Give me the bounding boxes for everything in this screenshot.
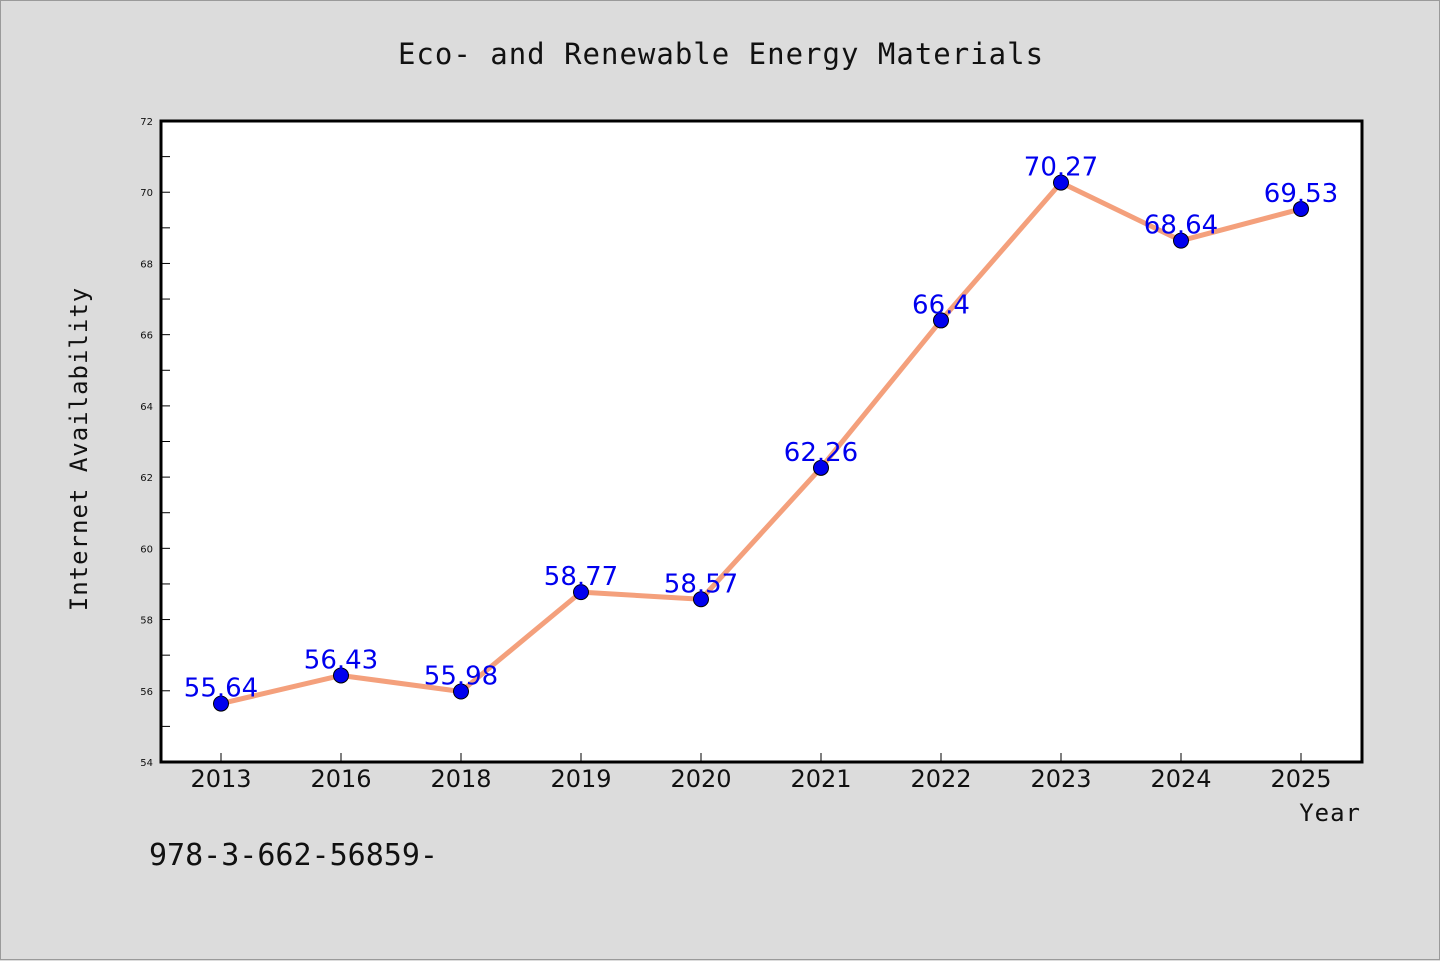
x-tick-label: 2020 <box>670 765 731 793</box>
y-tick-label: 54 <box>140 758 153 769</box>
series-markers <box>213 174 1309 712</box>
x-axis-title: Year <box>1299 799 1361 827</box>
data-label: 58.57 <box>664 569 738 599</box>
data-label: 56.43 <box>304 645 378 675</box>
data-label: 69.53 <box>1264 179 1338 209</box>
y-tick-label: 72 <box>140 117 153 128</box>
y-tick-label: 58 <box>140 616 153 627</box>
x-tick-label: 2019 <box>550 765 611 793</box>
data-labels: 55.64 56.43 55.98 58.77 58.57 62.26 66.4 70.27 6… <box>184 153 1338 704</box>
data-point <box>333 667 349 684</box>
data-point <box>1173 232 1189 249</box>
x-axis: 2013 2016 2018 2019 2020 2021 2022 2023 2024 2025 <box>190 753 1332 793</box>
data-point <box>453 683 469 700</box>
y-tick-label: 62 <box>140 473 153 484</box>
data-label: 68.64 <box>1144 211 1218 241</box>
y-axis: 54 56 58 60 62 64 66 68 70 72 <box>140 117 170 769</box>
data-label: 66.4 <box>912 290 970 320</box>
y-tick-label: 64 <box>140 402 153 413</box>
data-point <box>213 695 229 712</box>
data-point <box>933 312 949 329</box>
data-label: 55.98 <box>424 661 498 691</box>
data-point <box>1053 174 1069 191</box>
series-line <box>220 180 1302 707</box>
data-label: 70.27 <box>1024 153 1098 183</box>
y-axis-title: Internet Availability <box>65 287 93 611</box>
x-tick-label: 2024 <box>1150 765 1211 793</box>
data-point <box>813 459 829 476</box>
y-tick-label: 56 <box>140 687 153 698</box>
x-tick-label: 2018 <box>430 765 491 793</box>
data-label: 62.26 <box>784 438 858 468</box>
chart-title: Eco- and Renewable Energy Materials <box>398 37 1044 71</box>
x-tick-label: 2022 <box>910 765 971 793</box>
y-tick-label: 60 <box>140 544 153 555</box>
data-label: 55.64 <box>184 674 258 704</box>
y-tick-label: 68 <box>140 259 153 270</box>
x-tick-label: 2025 <box>1270 765 1331 793</box>
x-tick-label: 2023 <box>1030 765 1091 793</box>
x-tick-label: 2013 <box>190 765 251 793</box>
x-tick-label: 2021 <box>790 765 851 793</box>
x-tick-label: 2016 <box>310 765 371 793</box>
footer-code: 978-3-662-56859- <box>149 838 438 873</box>
data-label: 58.77 <box>544 562 618 592</box>
data-point <box>573 584 589 601</box>
data-point <box>1293 200 1309 217</box>
data-point <box>693 591 709 608</box>
plot-area <box>159 119 1364 764</box>
y-tick-label: 66 <box>140 331 153 342</box>
y-tick-label: 70 <box>140 188 153 199</box>
